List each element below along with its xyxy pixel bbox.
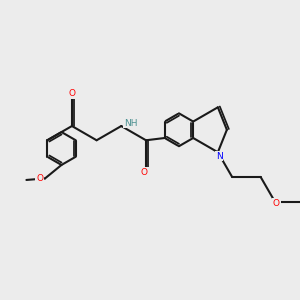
Text: O: O bbox=[273, 199, 280, 208]
Text: O: O bbox=[68, 89, 75, 98]
Text: N: N bbox=[216, 152, 222, 161]
Text: O: O bbox=[36, 174, 43, 183]
Text: O: O bbox=[141, 168, 148, 177]
Text: NH: NH bbox=[124, 118, 137, 127]
